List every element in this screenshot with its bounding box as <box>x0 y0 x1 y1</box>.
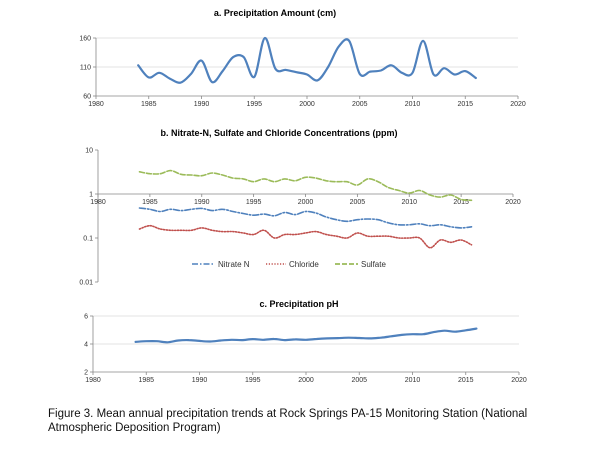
panel-a: a. Precipitation Amount (cm) 60 110 160 19… <box>79 8 526 108</box>
panel-a-x-tick-label: 1985 <box>141 101 157 108</box>
panel-c: c. Precipitation pH 2 4 6 1980 1985 1990 1995… <box>84 299 527 384</box>
panel-c-x-tick-label: 2000 <box>298 377 314 384</box>
panel-a-y-tick-label: 110 <box>80 65 91 72</box>
panel-c-x-tick-label: 1980 <box>85 377 101 384</box>
panel-b-series-nitrate-n <box>138 207 473 229</box>
panel-a-x-tick-label: 1980 <box>88 101 104 108</box>
panel-a-y-tick-label: 160 <box>79 36 91 43</box>
panel-b-x-tick-label: 2010 <box>401 199 417 206</box>
panel-a-x-tick-label: 2005 <box>352 101 368 108</box>
panel-c-x-tick-label: 1995 <box>245 377 261 384</box>
panel-a-x-tick-label: 2000 <box>299 101 315 108</box>
panel-a-title: a. Precipitation Amount (cm) <box>214 8 336 18</box>
panel-b-x-tick-label: 1990 <box>194 199 210 206</box>
panel-c-y-tick-label: 6 <box>84 314 88 321</box>
panel-b-x-tick-label: 2020 <box>505 199 521 206</box>
legend-label-sulfate: Sulfate <box>361 260 386 269</box>
figure-caption: Figure 3. Mean annual precipitation tren… <box>48 408 528 434</box>
panel-b-series-sulfate <box>138 169 473 202</box>
panel-c-x-tick-label: 2010 <box>405 377 421 384</box>
panel-b-series-chloride <box>138 224 473 249</box>
panel-a-x-tick-label: 2020 <box>510 101 526 108</box>
panel-b-x-tick-label: 1980 <box>90 199 106 206</box>
panel-b-x-tick-label: 1985 <box>142 199 158 206</box>
panel-b-title: b. Nitrate-N, Sulfate and Chloride Conce… <box>160 128 397 138</box>
panel-c-x-tick-label: 2005 <box>351 377 367 384</box>
panel-b-legend: Nitrate N Chloride Sulfate <box>192 260 386 269</box>
panel-c-x-tick-label: 1990 <box>192 377 208 384</box>
legend-label-chloride: Chloride <box>289 260 319 269</box>
panel-b: b. Nitrate-N, Sulfate and Chloride Conce… <box>79 128 521 287</box>
panel-b-y-tick-label: 1 <box>89 192 93 199</box>
panel-a-x-tick-label: 2015 <box>457 101 473 108</box>
panel-c-x-tick-label: 2015 <box>458 377 474 384</box>
legend-label-nitrate: Nitrate N <box>218 260 250 269</box>
panel-c-series-series-0 <box>134 327 478 344</box>
panel-c-y-tick-label: 4 <box>84 342 88 349</box>
panel-b-x-tick-label: 2015 <box>453 199 469 206</box>
panel-c-title: c. Precipitation pH <box>259 299 338 309</box>
panel-a-x-tick-label: 2010 <box>405 101 421 108</box>
panel-a-x-tick-label: 1995 <box>246 101 262 108</box>
panel-b-x-tick-label: 1995 <box>246 199 262 206</box>
panel-c-y-tick-label: 2 <box>84 370 88 377</box>
panel-b-y-tick-label: 0.1 <box>83 236 93 243</box>
panel-a-y-tick-label: 60 <box>83 94 91 101</box>
panel-a-series-series-0 <box>137 36 477 84</box>
panel-c-x-tick-label: 2020 <box>511 377 527 384</box>
panel-a-x-tick-label: 1990 <box>194 101 210 108</box>
panel-b-y-tick-label: 10 <box>85 148 93 155</box>
panel-b-x-tick-label: 2000 <box>298 199 314 206</box>
panel-b-x-tick-label: 2005 <box>350 199 366 206</box>
panel-b-y-tick-label: 0.01 <box>79 280 93 287</box>
panel-c-x-tick-label: 1985 <box>138 377 154 384</box>
